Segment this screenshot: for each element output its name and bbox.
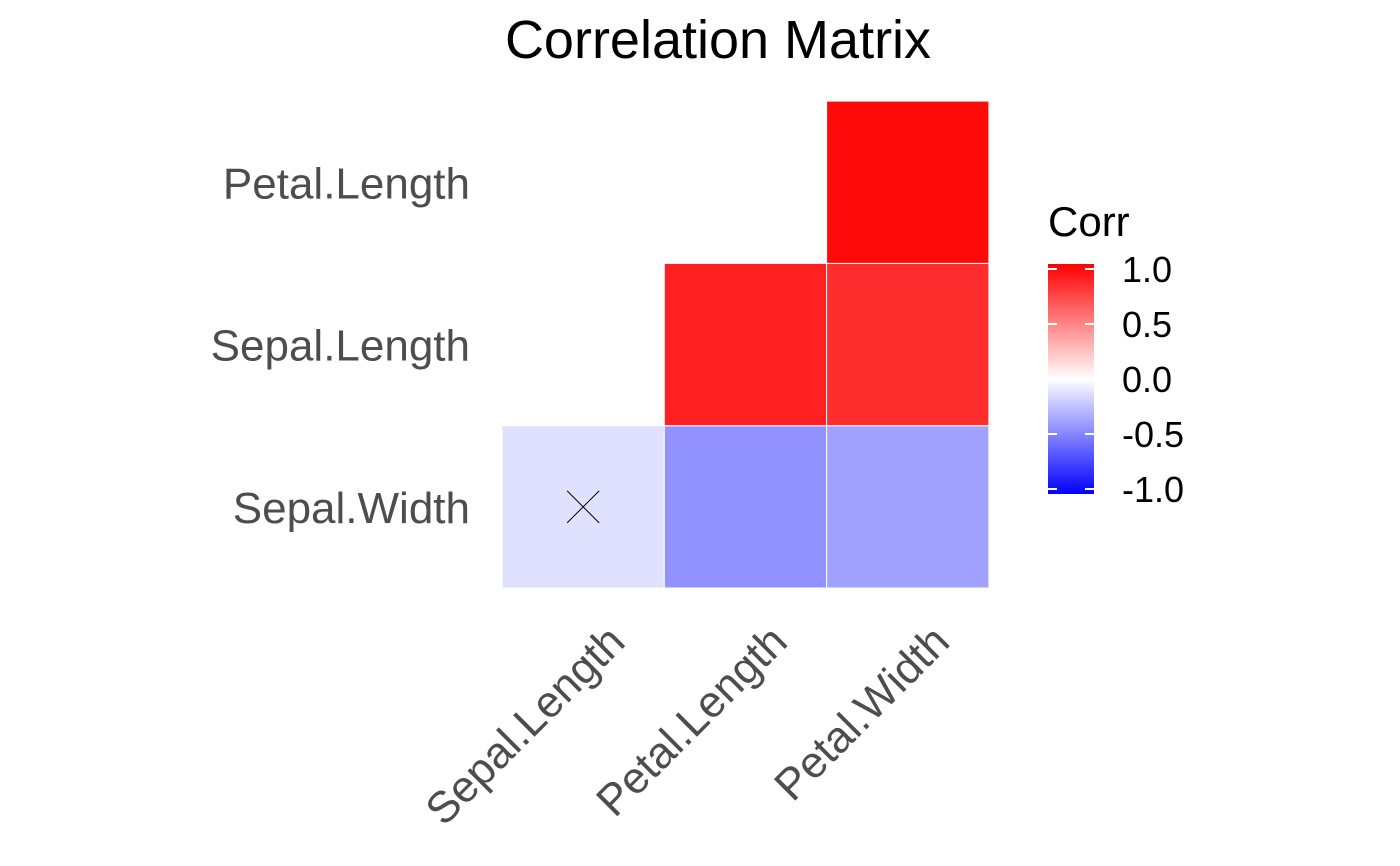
heatmap-cell <box>826 262 990 427</box>
legend-title: Corr <box>1048 198 1130 245</box>
legend: Corr 1.0 0.5 0.0 -0.5 -1.0 <box>1048 198 1184 510</box>
y-axis-labels: Sepal.Width Sepal.Length Petal.Length <box>211 159 470 533</box>
heatmap-cell <box>826 100 990 264</box>
x-tick-label: Petal.Width <box>765 616 959 810</box>
heatmap-cell <box>663 262 828 427</box>
heatmap-cell <box>663 425 828 589</box>
y-tick-label: Sepal.Length <box>211 322 470 371</box>
heatmap-cells <box>501 100 990 589</box>
legend-tick-label: 0.5 <box>1122 304 1172 345</box>
y-tick-label: Sepal.Width <box>233 484 470 533</box>
legend-tick-label: 1.0 <box>1122 249 1172 290</box>
heatmap-cell <box>826 425 990 589</box>
legend-tick-label: 0.0 <box>1122 359 1172 400</box>
legend-ticks: 1.0 0.5 0.0 -0.5 -1.0 <box>1048 249 1184 510</box>
insignificant-cross-icon <box>566 490 600 524</box>
chart-title: Correlation Matrix <box>505 10 931 70</box>
y-tick-label: Petal.Length <box>223 159 470 208</box>
legend-tick-label: -0.5 <box>1122 414 1184 455</box>
legend-tick-label: -1.0 <box>1122 469 1184 510</box>
